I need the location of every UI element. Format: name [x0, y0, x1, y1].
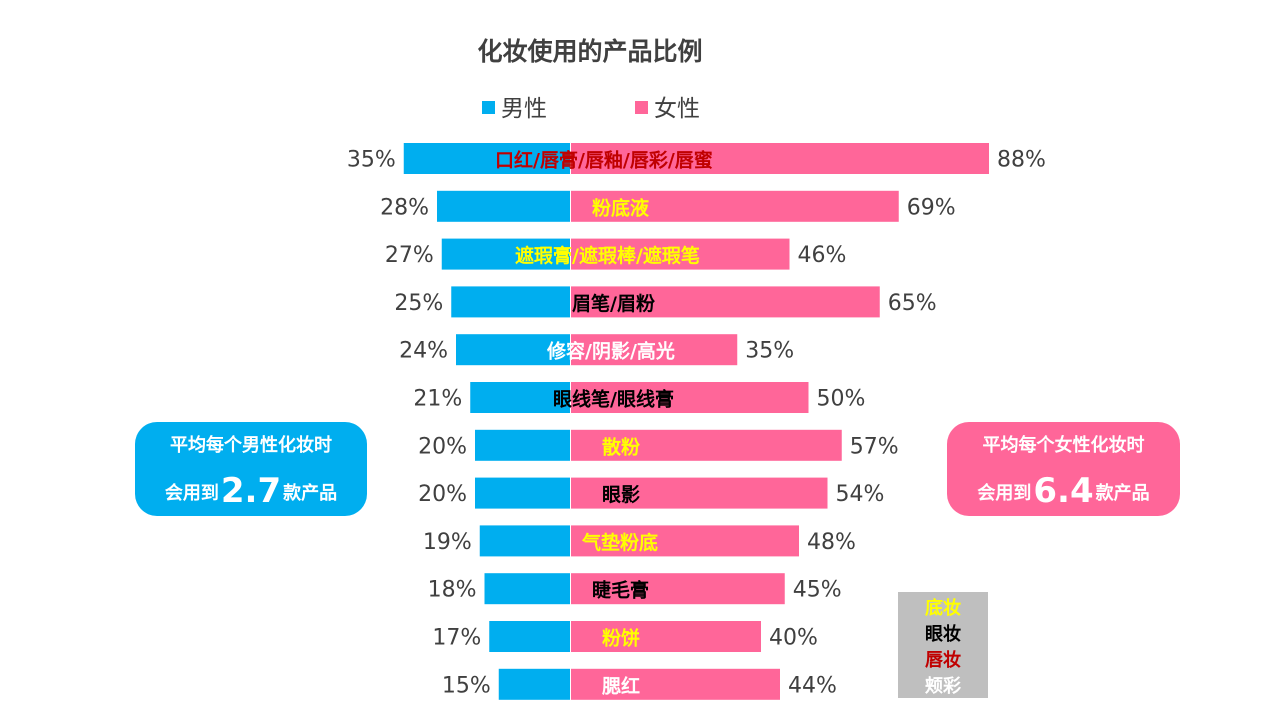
- category-label: 口红/唇膏/唇釉/唇彩/唇蜜: [495, 149, 713, 172]
- female-average-value: 6.4: [1033, 470, 1094, 511]
- female-callout-prefix: 会用到: [977, 482, 1032, 504]
- male-value-label: 21%: [413, 387, 462, 412]
- female-value-label: 46%: [798, 243, 847, 268]
- female-value-label: 44%: [788, 673, 837, 698]
- male-value-label: 15%: [442, 673, 491, 698]
- female-callout-suffix: 款产品: [1095, 482, 1150, 504]
- bar-female: [571, 477, 828, 509]
- category-label: 散粉: [602, 435, 640, 458]
- category-label: 腮红: [601, 674, 640, 697]
- category-color-key: 底妆 眼妆 唇妆 颊彩: [898, 592, 988, 698]
- bar-female: [571, 621, 761, 652]
- bar-male: [437, 190, 570, 222]
- bar-male: [441, 238, 570, 270]
- male-value-label: 27%: [385, 243, 434, 268]
- key-item-base: 底妆: [925, 598, 961, 619]
- bar-male: [475, 429, 570, 461]
- bar-male: [470, 382, 570, 413]
- bar-male: [456, 334, 570, 366]
- male-callout-suffix: 款产品: [283, 482, 338, 504]
- category-label: 眼线笔/眼线膏: [553, 388, 674, 411]
- bar-female: [571, 334, 738, 366]
- male-value-label: 18%: [428, 578, 477, 603]
- male-callout-prefix: 会用到: [164, 482, 219, 504]
- key-item-cheek: 颊彩: [925, 676, 961, 697]
- bar-male: [484, 573, 570, 605]
- bar-male: [479, 525, 570, 557]
- female-value-label: 45%: [793, 578, 842, 603]
- category-label: 眼影: [602, 484, 640, 506]
- bar-male: [451, 286, 570, 318]
- category-label: 睫毛膏: [592, 579, 649, 602]
- bar-female: [571, 143, 989, 174]
- bar-male: [498, 668, 570, 700]
- female-value-label: 65%: [888, 291, 937, 316]
- male-value-label: 20%: [418, 482, 467, 507]
- legend-label-male: 男性: [501, 96, 547, 122]
- bar-female: [571, 190, 899, 222]
- female-value-label: 69%: [907, 195, 956, 220]
- female-value-label: 35%: [745, 339, 794, 364]
- category-label: 遮瑕膏/遮瑕棒/遮瑕笔: [515, 244, 700, 267]
- category-label: 粉底液: [592, 196, 650, 219]
- female-value-label: 40%: [769, 626, 818, 651]
- category-label: 眉笔/眉粉: [572, 292, 655, 315]
- chart-title: 化妆使用的产品比例: [477, 37, 702, 66]
- legend-label-female: 女性: [654, 96, 700, 122]
- male-value-label: 20%: [418, 434, 467, 459]
- male-value-label: 25%: [394, 291, 443, 316]
- female-value-label: 57%: [850, 434, 899, 459]
- female-callout-line2: 会用到6.4 款产品: [947, 462, 1180, 522]
- male-value-label: 17%: [432, 626, 481, 651]
- male-callout-line2: 会用到2.7 款产品: [135, 462, 367, 522]
- category-label: 粉饼: [602, 627, 640, 650]
- legend-swatch-female: [635, 101, 648, 114]
- category-label: 气垫粉底: [581, 531, 658, 554]
- male-value-label: 19%: [423, 530, 472, 555]
- bar-female: [571, 238, 790, 270]
- male-value-label: 24%: [399, 339, 448, 364]
- female-average-callout: 平均每个女性化妆时 会用到6.4 款产品: [947, 422, 1180, 516]
- bar-female: [571, 382, 809, 413]
- bar-female: [571, 525, 799, 557]
- bar-female: [571, 286, 880, 318]
- male-callout-line1: 平均每个男性化妆时: [170, 435, 332, 456]
- female-value-label: 88%: [997, 148, 1046, 173]
- bar-male: [475, 477, 570, 509]
- bar-male: [403, 143, 570, 174]
- legend-swatch-male: [482, 101, 495, 114]
- bar-male: [489, 621, 570, 652]
- category-label: 修容/阴影/高光: [546, 340, 675, 363]
- female-value-label: 50%: [817, 387, 866, 412]
- bar-female: [571, 429, 842, 461]
- male-value-label: 35%: [347, 148, 396, 173]
- male-average-callout: 平均每个男性化妆时 会用到2.7 款产品: [135, 422, 367, 516]
- bar-female: [571, 668, 780, 700]
- male-average-value: 2.7: [220, 470, 282, 511]
- bar-female: [571, 573, 785, 605]
- legend: 男性 女性: [482, 96, 700, 122]
- female-value-label: 48%: [807, 530, 856, 555]
- key-item-eye: 眼妆: [925, 624, 961, 645]
- key-item-lip: 唇妆: [925, 650, 961, 671]
- female-value-label: 54%: [836, 482, 885, 507]
- female-callout-line1: 平均每个女性化妆时: [982, 435, 1145, 456]
- male-value-label: 28%: [380, 195, 429, 220]
- bars: 35% 88% 口红/唇膏/唇釉/唇彩/唇蜜 28% 69% 粉底液 27% 46% 遮瑕膏/遮…: [347, 143, 1046, 700]
